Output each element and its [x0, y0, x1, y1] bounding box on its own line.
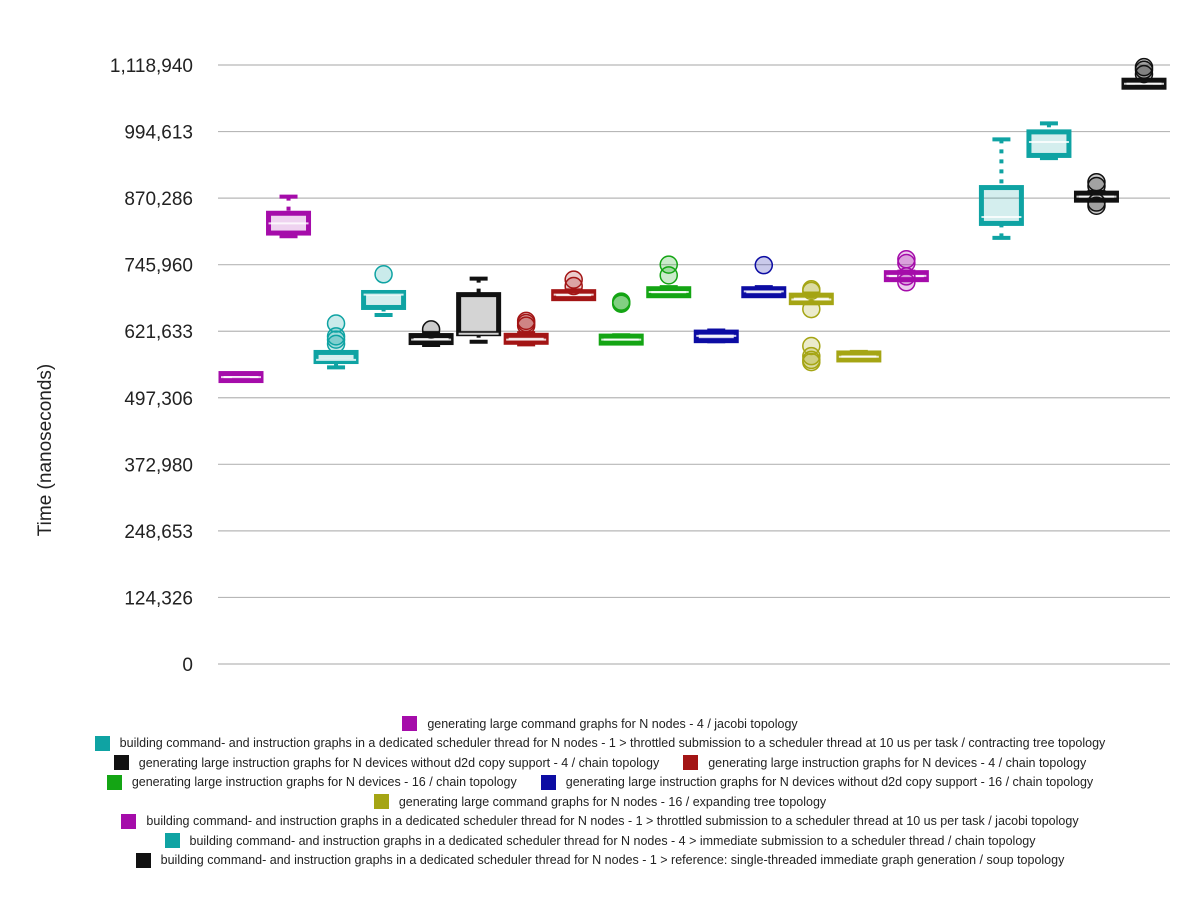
- legend-swatch: [164, 833, 180, 849]
- legend-item: generating large command graphs for N no…: [402, 716, 798, 732]
- outlier-point: [802, 280, 821, 299]
- legend-row: generating large instruction graphs for …: [0, 773, 1200, 793]
- legend-item: generating large instruction graphs for …: [106, 774, 517, 790]
- legend-swatch: [135, 852, 151, 868]
- legend-label: building command- and instruction graphs…: [189, 833, 1036, 848]
- box-plot: [741, 255, 787, 299]
- legend-row: building command- and instruction graphs…: [0, 831, 1200, 851]
- legend-row: generating large command graphs for N no…: [0, 792, 1200, 812]
- box-plot: [693, 328, 739, 344]
- outlier-point: [326, 314, 346, 333]
- chart-svg: 0 124,326 248,653 372,980 497,306 621,633 745,…: [35, 56, 1170, 676]
- legend-label: generating large instruction graphs for …: [565, 775, 1094, 790]
- legend-swatch: [94, 735, 110, 751]
- legend-swatch: [402, 716, 418, 732]
- legend-item: building command- and instruction graphs…: [135, 852, 1065, 868]
- legend-row: building command- and instruction graphs…: [0, 812, 1200, 832]
- legend-row: building command- and instruction graphs…: [0, 851, 1200, 871]
- legend-label: building command- and instruction graphs…: [160, 853, 1065, 868]
- legend-label: generating large command graphs for N no…: [398, 794, 827, 809]
- outlier-point: [897, 273, 916, 292]
- outlier-point: [421, 320, 441, 339]
- box-plot: [836, 349, 882, 363]
- legend-label: building command- and instruction graphs…: [119, 736, 1106, 751]
- legend-item: generating large command graphs for N no…: [373, 794, 827, 810]
- legend-label: building command- and instruction graphs…: [146, 814, 1079, 829]
- outlier-point: [611, 292, 631, 311]
- legend-swatch: [121, 813, 137, 829]
- box-plot: [456, 276, 502, 344]
- y-tick-labels: 0 124,326 248,653 372,980 497,306 621,633 745,…: [110, 56, 193, 676]
- box-plot: [883, 250, 929, 292]
- y-tick-label: 994,613: [124, 123, 193, 144]
- outlier-point: [1087, 172, 1106, 192]
- box-plot: [361, 265, 407, 317]
- box-plot: [598, 292, 644, 346]
- outlier-point: [754, 255, 774, 275]
- outlier-point: [802, 346, 821, 366]
- box-plot: [788, 280, 834, 372]
- legend-item: generating large instruction graphs for …: [113, 755, 660, 771]
- outlier-point: [516, 311, 536, 331]
- y-tick-label: 621,633: [124, 322, 193, 343]
- legend-item: generating large instruction graphs for …: [540, 774, 1094, 790]
- box-plot: [1026, 121, 1072, 161]
- y-tick-label: 745,960: [124, 256, 193, 277]
- legend-label: generating large instruction graphs for …: [708, 755, 1087, 770]
- outlier-point: [802, 336, 821, 356]
- box-plots: [218, 57, 1167, 384]
- legend-swatch: [106, 774, 122, 790]
- outlier-point: [659, 266, 678, 285]
- legend-item: building command- and instruction graphs…: [94, 735, 1106, 751]
- legend-swatch: [683, 755, 699, 771]
- outlier-point: [564, 270, 583, 289]
- box-plot: [978, 137, 1024, 240]
- outlier-point: [374, 265, 393, 284]
- y-tick-label: 1,118,940: [110, 56, 193, 77]
- box-plot: [313, 314, 359, 370]
- legend-item: building command- and instruction graphs…: [164, 833, 1036, 849]
- legend-swatch: [373, 794, 389, 810]
- legend-label: generating large command graphs for N no…: [427, 716, 798, 731]
- legend-swatch: [113, 755, 129, 771]
- legend-row: building command- and instruction graphs…: [0, 734, 1200, 754]
- outlier-point: [564, 276, 583, 296]
- box-plot: [551, 270, 597, 302]
- y-axis-label: Time (nanoseconds): [35, 364, 56, 536]
- box-plot: [503, 311, 549, 347]
- legend: generating large command graphs for N no…: [0, 714, 1200, 870]
- box-plot: [646, 255, 692, 299]
- outlier-point: [897, 250, 916, 269]
- y-tick-label: 870,286: [124, 189, 193, 210]
- box-iqr: [978, 185, 1024, 226]
- legend-row: generating large instruction graphs for …: [0, 753, 1200, 773]
- legend-item: building command- and instruction graphs…: [121, 813, 1079, 829]
- legend-label: generating large instruction graphs for …: [138, 755, 660, 770]
- legend-item: generating large instruction graphs for …: [683, 755, 1087, 771]
- outlier-point: [1134, 64, 1154, 84]
- outlier-point: [1087, 193, 1106, 212]
- y-tick-label: 372,980: [124, 455, 193, 476]
- legend-row: generating large command graphs for N no…: [0, 714, 1200, 734]
- legend-label: generating large instruction graphs for …: [131, 775, 517, 790]
- box-iqr: [456, 292, 502, 337]
- outlier-point: [659, 255, 678, 274]
- box-plot: [218, 371, 264, 384]
- box-plot: [266, 194, 312, 239]
- outlier-point: [326, 334, 346, 354]
- legend-swatch: [540, 774, 556, 790]
- outlier-point: [802, 299, 821, 319]
- box-plot: [1073, 172, 1119, 216]
- box-iqr: [1026, 129, 1072, 158]
- y-tick-label: 124,326: [124, 588, 193, 609]
- box-iqr: [361, 289, 407, 310]
- box-plot: [1121, 57, 1167, 90]
- outlier-point: [326, 327, 346, 346]
- y-tick-label: 248,653: [124, 522, 193, 543]
- y-tick-label: 0: [182, 655, 193, 676]
- outlier-point: [1134, 57, 1154, 77]
- y-tick-label: 497,306: [124, 389, 193, 410]
- box-plot: [408, 320, 454, 347]
